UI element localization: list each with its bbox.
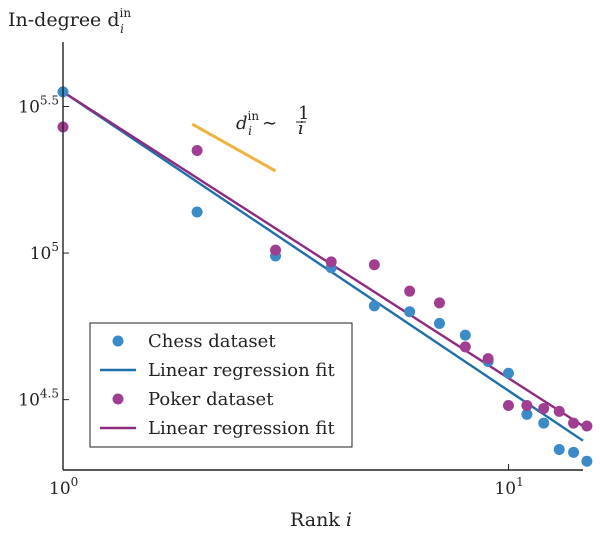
poker-dataset-point — [433, 297, 445, 309]
x-tick-exp: 0 — [71, 475, 79, 489]
y-tick-base: 10 — [18, 97, 40, 117]
legend-entry: Poker dataset — [112, 389, 274, 410]
legend-label: Poker dataset — [148, 389, 274, 410]
chess-dataset-point — [538, 417, 550, 429]
chess-dataset-point — [191, 206, 203, 218]
x-tick-labels: 100 101 — [49, 475, 524, 499]
legend: Chess dataset Linear regression fit Poker … — [89, 322, 353, 448]
legend-entry: Linear regression fit — [100, 360, 335, 381]
annotation-formula: din i ∼ — [236, 109, 277, 138]
poker-dataset-point — [568, 417, 580, 429]
chess-dataset-point — [433, 317, 445, 329]
y-tick-base: 10 — [18, 391, 40, 411]
x-axis-label-base: Rank — [290, 509, 346, 531]
y-axis-label-sup: in — [120, 6, 132, 20]
legend-label: Linear regression fit — [148, 418, 335, 439]
poker-dataset-point — [404, 285, 416, 297]
poker-dataset-point — [521, 400, 533, 412]
legend-entry: Linear regression fit — [100, 418, 335, 439]
x-tick-exp: 1 — [516, 475, 524, 489]
chess-dataset-point — [521, 408, 533, 420]
y-tick-exp: 5.5 — [40, 93, 59, 107]
legend-label: Chess dataset — [148, 331, 276, 352]
x-tick-label: 101 — [494, 475, 523, 499]
legend-marker-dot — [112, 393, 124, 405]
annotation-fraction-num: 1 — [298, 103, 309, 124]
poker-dataset-point — [191, 144, 203, 156]
poker-dataset-point — [538, 402, 550, 414]
poker-dataset-point — [459, 341, 471, 353]
y-axis-label-base: In-degree d — [8, 9, 120, 31]
legend-marker-dot — [112, 335, 124, 347]
y-axis-label-sub: i — [120, 22, 124, 36]
plot-area — [57, 86, 593, 467]
regression-line-3 — [62, 90, 584, 428]
annotation: din i ∼ 1 i — [191, 103, 309, 173]
poker-dataset-point — [581, 420, 593, 432]
legend-label: Linear regression fit — [148, 360, 335, 381]
annotation-d: d — [236, 113, 248, 134]
legend-entry: Chess dataset — [112, 331, 276, 352]
poker-dataset-point — [553, 405, 565, 417]
y-tick-exp: 4.5 — [40, 387, 59, 401]
annotation-slope-segment — [191, 122, 277, 173]
poker-dataset-point — [482, 353, 494, 365]
y-tick-label: 104.5 — [18, 387, 59, 411]
legend-box — [89, 322, 353, 448]
chess-dataset-point — [553, 443, 565, 455]
chess-dataset-point — [581, 455, 593, 467]
chess-dataset-point — [404, 306, 416, 318]
x-tick-base: 10 — [49, 479, 71, 499]
x-axis-label-var: i — [346, 509, 352, 531]
axes — [62, 42, 583, 471]
y-axis-label: In-degree din i — [8, 6, 131, 36]
poker-dataset-point — [325, 256, 337, 268]
poker-dataset-point — [502, 400, 514, 412]
y-tick-label: 105 — [30, 240, 59, 264]
x-tick-base: 10 — [494, 479, 516, 499]
annotation-sup: in — [248, 109, 260, 123]
chess-dataset-point — [568, 446, 580, 458]
poker-dataset-point — [368, 259, 380, 271]
annotation-fraction-den: i — [298, 118, 304, 139]
chess-dataset-point — [502, 367, 514, 379]
x-tick-label: 100 — [49, 475, 78, 499]
y-tick-base: 10 — [30, 244, 52, 264]
poker-dataset-point — [270, 244, 282, 256]
chess-dataset-point — [459, 329, 471, 341]
y-tick-exp: 5 — [51, 240, 59, 254]
y-tick-label: 105.5 — [18, 93, 59, 117]
annotation-sim: ∼ — [262, 113, 277, 134]
annotation-sub: i — [248, 124, 252, 138]
chess-dataset-point — [368, 300, 380, 312]
regression-line-1 — [62, 90, 584, 442]
x-axis-label: Rank i — [290, 509, 352, 531]
